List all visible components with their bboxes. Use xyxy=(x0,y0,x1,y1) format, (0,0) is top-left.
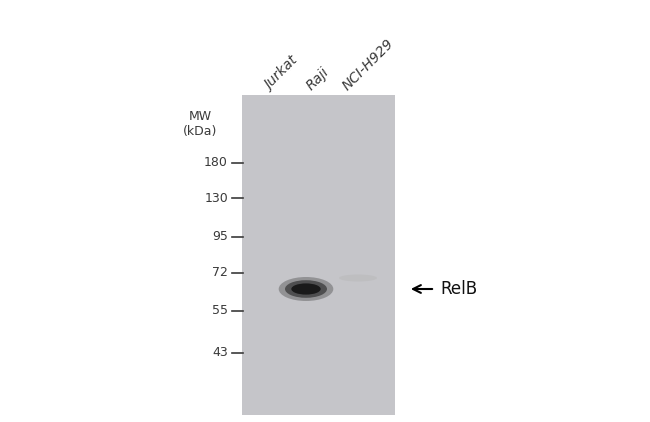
Ellipse shape xyxy=(279,277,333,301)
Text: 72: 72 xyxy=(212,267,228,279)
Text: MW
(kDa): MW (kDa) xyxy=(183,110,217,138)
Text: 55: 55 xyxy=(212,305,228,317)
Text: 180: 180 xyxy=(204,157,228,170)
Text: RelB: RelB xyxy=(440,280,477,298)
Bar xyxy=(242,95,395,415)
Text: Raji: Raji xyxy=(304,65,332,93)
Text: 95: 95 xyxy=(212,230,228,243)
Text: 43: 43 xyxy=(213,346,228,360)
Text: 130: 130 xyxy=(204,192,228,205)
Ellipse shape xyxy=(285,280,327,298)
Text: Jurkat: Jurkat xyxy=(262,54,301,93)
Ellipse shape xyxy=(339,274,377,281)
Ellipse shape xyxy=(291,284,320,295)
Text: NCI-H929: NCI-H929 xyxy=(340,36,397,93)
